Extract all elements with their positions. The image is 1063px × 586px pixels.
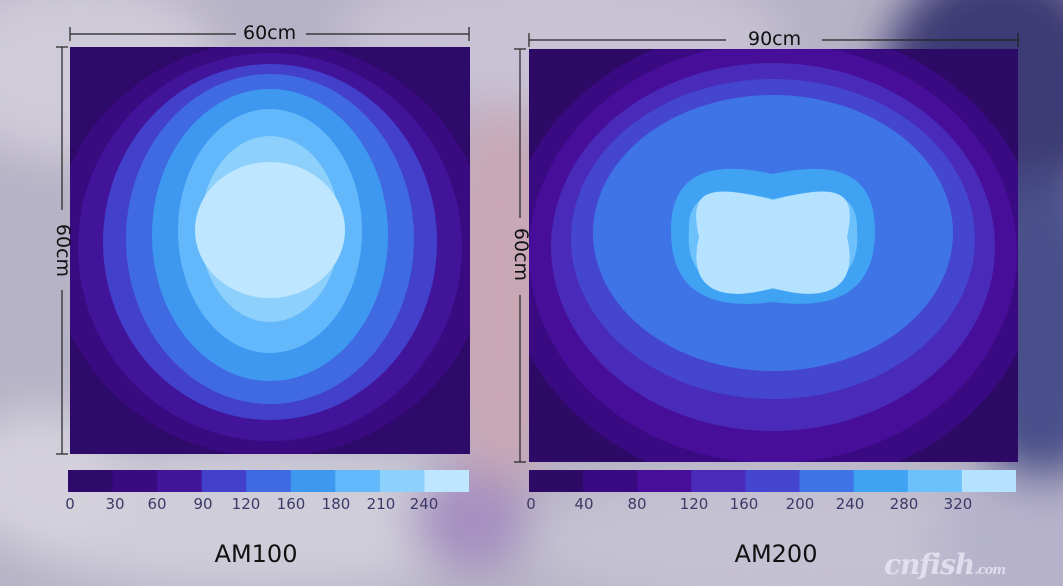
colorbar-swatch — [157, 470, 203, 492]
colorbar-tick: 180 — [321, 495, 351, 513]
colorbar-tick: 40 — [574, 495, 594, 513]
colorbar-swatch — [424, 470, 469, 492]
colorbar-tick: 160 — [276, 495, 306, 513]
colorbar-tick: 280 — [889, 495, 919, 513]
am200-width-label: 90cm — [748, 28, 802, 50]
colorbar-tick: 200 — [785, 495, 815, 513]
colorbar-tick: 240 — [835, 495, 865, 513]
colorbar-tick: 160 — [729, 495, 759, 513]
heatmap-band — [195, 162, 345, 298]
colorbar-swatch — [745, 470, 801, 492]
colorbar-swatch — [691, 470, 747, 492]
am100-width-label: 60cm — [243, 22, 297, 44]
colorbar-swatch — [799, 470, 855, 492]
heatmap-band — [696, 191, 850, 294]
colorbar-tick: 90 — [193, 495, 213, 513]
model-label-am100: AM100 — [214, 540, 298, 568]
colorbar-swatch — [583, 470, 638, 492]
colorbar-swatch — [290, 470, 336, 492]
colorbar-swatch — [335, 470, 381, 492]
colorbar-tick: 30 — [105, 495, 125, 513]
colorbar-tick: 120 — [231, 495, 261, 513]
colorbar-tick: 0 — [526, 495, 536, 513]
colorbar-am100 — [68, 470, 469, 492]
heatmap-am100 — [70, 47, 470, 454]
colorbar-tick: 60 — [147, 495, 167, 513]
colorbar-tick: 210 — [366, 495, 396, 513]
colorbar-swatch — [68, 470, 114, 492]
colorbar-tick: 120 — [679, 495, 709, 513]
heatmap-am200 — [529, 49, 1018, 462]
model-label-am200: AM200 — [734, 540, 818, 568]
colorbar-tick: 80 — [627, 495, 647, 513]
colorbar-swatch — [201, 470, 247, 492]
colorbar-swatch — [246, 470, 292, 492]
am100-height-label: 60cm — [52, 223, 75, 278]
colorbar-tick: 240 — [409, 495, 439, 513]
colorbar-swatch — [529, 470, 584, 492]
colorbar-swatch — [907, 470, 963, 492]
colorbar-am200 — [529, 470, 1016, 492]
colorbar-swatch — [961, 470, 1016, 492]
colorbar-swatch — [637, 470, 692, 492]
watermark-logo: cnfish.com — [884, 548, 1006, 581]
colorbar-swatch — [853, 470, 909, 492]
colorbar-swatch — [379, 470, 426, 492]
colorbar-tick: 0 — [65, 495, 75, 513]
colorbar-swatch — [112, 470, 158, 492]
colorbar-tick: 320 — [943, 495, 973, 513]
am200-height-label: 60cm — [510, 227, 533, 282]
